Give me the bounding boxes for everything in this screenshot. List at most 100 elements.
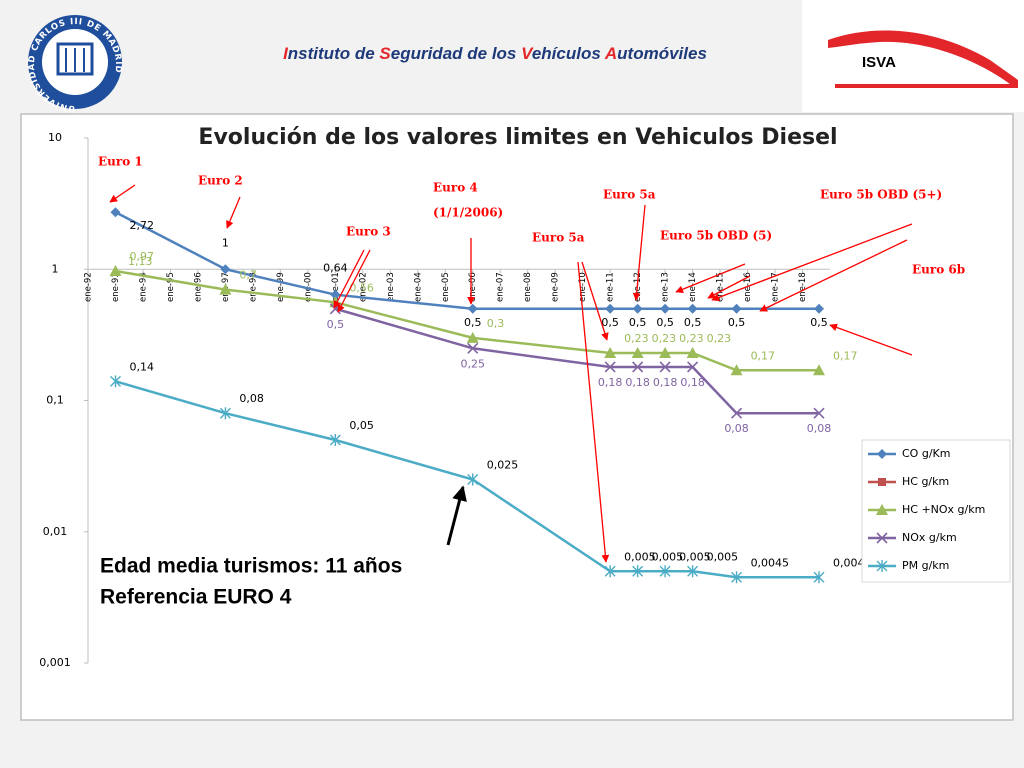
value-label: 0,025 [487,459,518,472]
legend-label: HC +NOx g/km [902,503,985,516]
value-label: 0,5 [728,316,746,329]
x-tick-label: ene-07 [496,272,506,302]
annotation: Euro 5b OBD (5) [660,229,772,243]
point [632,303,643,314]
point [109,375,121,388]
annotation-arrow [759,239,908,312]
value-label: 0,17 [751,349,776,362]
point [632,565,644,578]
x-tick-label: ene-16 [743,272,753,302]
annotation-arrow [581,261,609,341]
value-label: 0,05 [349,419,374,432]
annotation: Euro 2 [198,174,243,188]
annotation-arrow [109,184,136,203]
y-tick-label: 1 [52,262,59,275]
annotation: Euro 5a [532,231,585,245]
value-label: 0,08 [724,422,749,435]
x-tick-label: ene-98 [248,272,258,302]
value-label: 0,18 [598,376,623,389]
annotation-arrow [577,261,610,563]
x-tick-label: ene-17 [771,272,781,302]
x-tick-label: ene-95 [166,272,176,302]
point [219,283,232,295]
point [687,303,698,314]
point [730,407,743,419]
value-label: 0,5 [810,316,828,329]
y-tick-label: 0,001 [39,656,71,669]
point [731,303,742,314]
x-tick-label: ene-01 [331,272,341,302]
legend-marker [876,504,888,515]
point [813,364,826,376]
point [659,565,671,578]
series-line [114,211,820,311]
chart-title: Evolución de los valores limites en Vehi… [198,125,837,150]
value-label: 0,18 [680,376,705,389]
point [731,571,743,584]
x-tick-label: ene-02 [358,272,368,302]
value-label: 0,0045 [751,556,790,569]
annotation: Euro 5b OBD (5+) [820,188,942,202]
x-tick-label: ene-13 [661,272,671,302]
legend-marker [877,449,887,459]
value-label: 0,005 [624,550,656,563]
point [631,347,644,359]
x-tick-label: ene-06 [468,272,478,302]
point [219,407,231,420]
x-tick-label: ene-96 [193,272,203,302]
annotation: Euro 1 [98,155,143,169]
point [660,303,671,314]
x-tick-label: ene-93 [111,272,121,302]
annotation: Euro 6b [912,263,965,277]
value-label: 0,56 [349,281,374,294]
legend-label: CO g/Km [902,447,950,460]
header-title: Instituto de Seguridad de los Vehículos … [283,44,707,63]
annotation: Euro 4 [433,181,478,195]
y-tick-label: 0,01 [43,525,68,538]
point [604,347,617,359]
legend-label: HC g/km [902,475,949,488]
point [467,303,478,314]
annotation: Euro 3 [346,225,391,239]
value-label: 0,5 [601,316,619,329]
value-label: 2,72 [129,219,154,232]
value-label: 0,23 [652,332,677,345]
series-line [334,307,820,415]
point [814,303,825,314]
x-tick-label: ene-00 [303,272,313,302]
value-label: 0,23 [679,332,704,345]
x-tick-label: ene-99 [276,272,286,302]
value-label: 0,5 [684,316,702,329]
value-label: 0,18 [653,376,678,389]
annotation: Euro 5a [603,188,656,202]
point [466,331,479,343]
isva-text: ISVA [862,54,896,71]
value-label: 0,7 [239,269,257,282]
x-tick-label: ene-09 [551,272,561,302]
x-tick-label: ene-18 [798,272,808,302]
isva-logo: ISVA [802,0,1024,112]
x-tick-label: ene-94 [138,272,148,302]
point [604,565,616,578]
chart-frame [20,113,1014,721]
point [220,264,231,275]
legend-marker [876,532,888,544]
value-label: 0,14 [129,360,154,373]
point [330,289,341,300]
x-tick-label: ene-10 [578,272,588,302]
point [659,347,672,359]
value-label: 0,97 [129,250,154,263]
legend-label: PM g/km [902,559,949,572]
point [687,565,699,578]
point [813,407,825,419]
legend-label: NOx g/km [902,531,957,544]
annotation-arrow [632,204,646,301]
x-tick-label: ene-04 [413,272,423,302]
value-label: 0,08 [807,422,832,435]
note: Edad media turismos: 11 años [100,555,402,578]
x-tick-label: ene-12 [633,272,643,302]
point [467,342,479,354]
value-label: 0,3 [487,317,505,330]
note-arrow [446,485,467,546]
